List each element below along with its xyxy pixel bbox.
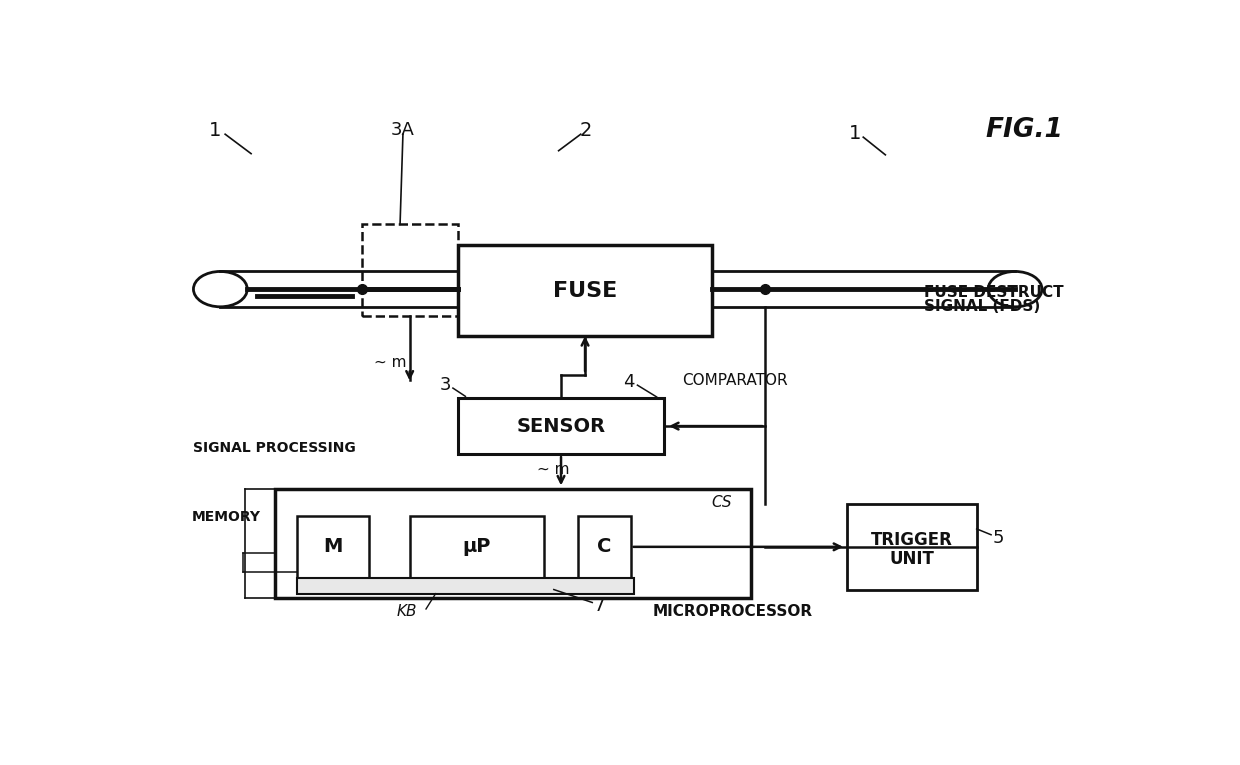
Bar [362, 224, 458, 316]
Text: 2: 2 [579, 121, 591, 139]
Text: 3A: 3A [391, 121, 415, 139]
Text: COMPARATOR: COMPARATOR [682, 373, 787, 388]
Text: 4: 4 [622, 373, 635, 391]
Text: ~ m: ~ m [537, 463, 570, 477]
Bar [578, 516, 631, 578]
Text: 1: 1 [210, 121, 222, 139]
Ellipse shape [988, 272, 1042, 307]
Bar [298, 578, 634, 594]
Text: MICROPROCESSOR: MICROPROCESSOR [652, 604, 813, 619]
Text: MEMORY: MEMORY [191, 510, 260, 524]
Text: FUSE: FUSE [553, 281, 618, 301]
Text: SIGNAL PROCESSING: SIGNAL PROCESSING [193, 441, 356, 455]
Text: SIGNAL (FDS): SIGNAL (FDS) [924, 299, 1040, 314]
Text: UNIT: UNIT [889, 549, 934, 568]
Text: μP: μP [463, 537, 491, 556]
Text: 7: 7 [593, 597, 605, 615]
Text: FUSE DESTRUCT: FUSE DESTRUCT [924, 285, 1064, 300]
Bar [458, 398, 665, 454]
Text: SENSOR: SENSOR [517, 417, 605, 435]
Bar [458, 245, 713, 337]
Bar [847, 504, 977, 590]
Text: M: M [324, 537, 343, 556]
Bar [275, 490, 750, 598]
Text: FIG.1: FIG.1 [986, 117, 1064, 143]
Text: C: C [598, 537, 611, 556]
Text: CS: CS [712, 496, 733, 510]
Text: TRIGGER: TRIGGER [870, 531, 952, 549]
Text: 3: 3 [439, 376, 451, 394]
Text: 5: 5 [993, 529, 1004, 547]
Bar [298, 516, 370, 578]
Ellipse shape [193, 272, 247, 307]
Text: 1: 1 [848, 123, 861, 142]
Text: KB: KB [397, 604, 417, 619]
Bar [409, 516, 544, 578]
Text: ~ m: ~ m [374, 355, 407, 370]
